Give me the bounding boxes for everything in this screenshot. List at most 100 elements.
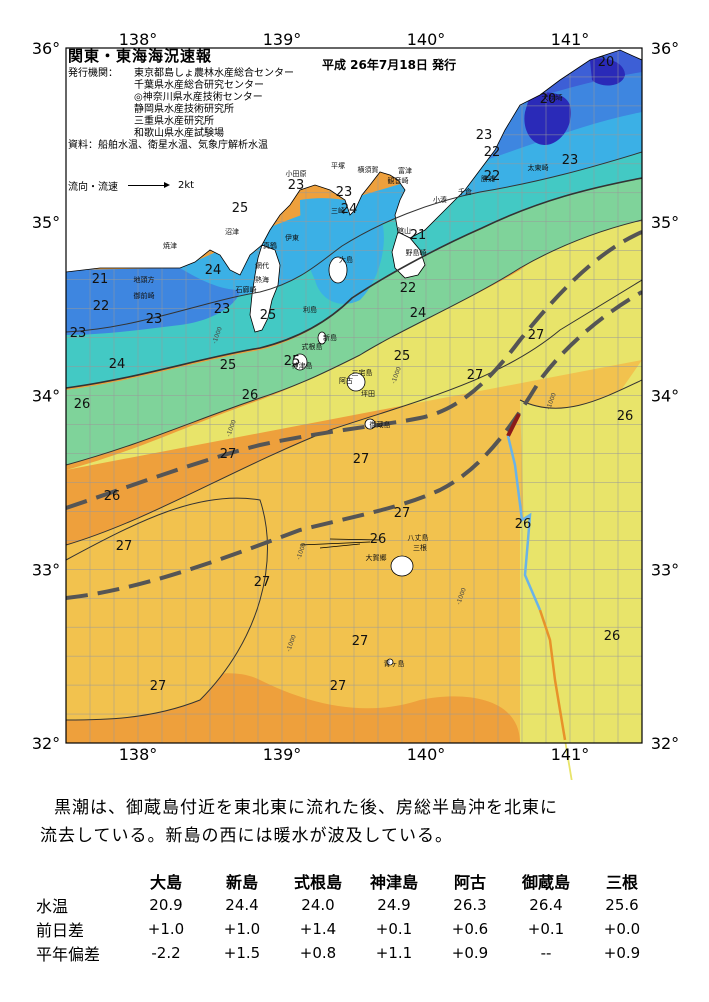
source-label: 資料： — [68, 140, 98, 151]
land — [66, 48, 642, 666]
isotherm-value-label: 26 — [515, 517, 532, 532]
station-header: 三根 — [605, 873, 638, 892]
observation-table: 大島 新島 式根島 神津島 阿古 御蔵島 三根 水温 20.9 24.4 24.… — [36, 869, 660, 965]
table-cell: +1.0 — [147, 920, 185, 938]
place-name-label: 富津 — [398, 166, 412, 175]
issuer-label: 発行機関： — [68, 68, 118, 79]
isotherm-value-label: 27 — [467, 368, 484, 383]
table-cell: +1.1 — [375, 944, 413, 962]
isotherm-value-label: 26 — [104, 489, 121, 504]
issuer-item: ◎神奈川県水産技術センター — [134, 92, 263, 103]
row-label: 水温 — [36, 897, 69, 916]
place-name-label: 三根 — [413, 543, 427, 552]
flow-scale: 2kt — [178, 180, 195, 191]
place-name-label: 三宅島 — [352, 368, 373, 377]
west-coast-cool — [66, 268, 240, 335]
lat-tick-label-right: 34° — [651, 387, 679, 406]
station-header: 大島 — [149, 873, 182, 892]
lat-tick-label-left: 36° — [32, 39, 60, 58]
lon-tick-label-bottom: 138° — [119, 745, 158, 764]
place-name-label: 新島 — [323, 333, 337, 342]
table-cell: +0.1 — [375, 920, 413, 938]
table-cell: -2.2 — [151, 944, 181, 962]
table-cell: 24.9 — [377, 896, 411, 914]
place-name-label: 焼津 — [163, 241, 177, 250]
place-name-label: 犬吠埼 — [542, 93, 563, 102]
lat-tick-label-left: 35° — [32, 213, 60, 232]
track-segment-south — [538, 609, 567, 741]
sea-temperature-map: 138° 138° 139° 139° 140° 140° 141° 141° 36° 36° 35… — [32, 30, 679, 780]
issuer-item: 三重県水産研究所 — [134, 116, 214, 127]
isotherm-value-label: 23 — [476, 128, 493, 143]
isotherm-25 — [66, 177, 642, 389]
place-name-label: 網代 — [255, 261, 269, 270]
isotherm-value-label: 27 — [330, 679, 347, 694]
isotherm-value-label: 22 — [484, 145, 501, 160]
issuer-item: 千葉県水産総合研究センター — [134, 80, 264, 91]
place-name-label: 観音崎 — [388, 176, 409, 185]
place-name-label: 館山 — [397, 226, 411, 235]
place-name-label: 勝浦 — [481, 174, 495, 183]
place-name-label: 横須賀 — [358, 165, 379, 174]
place-name-label: 阿古 — [339, 376, 353, 385]
isotherm-value-label: 25 — [284, 354, 301, 369]
honshu-coast — [66, 48, 642, 276]
flow-legend: 流向・流速 2kt — [68, 178, 194, 193]
issuer-item: 東京都島しょ農林水産総合センター — [134, 68, 294, 79]
legend: 関東・東海海況速報 発行機関： 東京都島しょ農林水産総合センター 千葉県水産総合… — [68, 49, 318, 152]
station-header: 阿古 — [453, 873, 486, 892]
table-cell: 20.9 — [149, 896, 183, 914]
track-segment-mid — [506, 435, 542, 611]
place-name-label: 利島 — [303, 305, 317, 314]
summary-line-2: 流去している。新島の西には暖水が波及している。 — [40, 826, 453, 846]
table-cell: +0.1 — [527, 920, 565, 938]
isotherm-value-label: 24 — [205, 263, 222, 278]
track-segment-north — [506, 413, 521, 437]
zone-20 — [524, 58, 625, 145]
table-cell: 24.4 — [225, 896, 259, 914]
axis-labels: 138° 138° 139° 139° 140° 140° 141° 141° 36° 36° 35… — [32, 30, 679, 764]
issuer-item: 和歌山県水産試験場 — [134, 128, 224, 139]
table-row: 平年偏差 -2.2 +1.5 +0.8 +1.1 +0.9 -- +0.9 — [36, 941, 660, 965]
place-name-label: 青ヶ島 — [384, 659, 405, 668]
isotherm-value-label: 26 — [604, 629, 621, 644]
table-cell: +1.0 — [223, 920, 261, 938]
isotherm-value-label: 23 — [562, 153, 579, 168]
lon-tick-label-top: 140° — [407, 30, 446, 49]
kuroshio-south-edge — [66, 290, 642, 600]
table-cell: +1.4 — [299, 920, 337, 938]
table-cell: +0.9 — [603, 944, 641, 962]
place-name-label: 伊東 — [285, 233, 299, 242]
oshima-island — [328, 256, 348, 284]
place-name-label: 平塚 — [331, 161, 345, 170]
isotherm-value-label: 24 — [109, 357, 126, 372]
isotherm-lines — [66, 151, 642, 721]
table-cell: +0.6 — [451, 920, 489, 938]
table-cell: +0.0 — [603, 920, 641, 938]
isotherm-value-label: 23 — [288, 178, 305, 193]
isotherm-value-label: 25 — [220, 358, 237, 373]
station-header: 神津島 — [369, 873, 418, 892]
isotherm-value-label: 23 — [146, 312, 163, 327]
place-name-label: 真鶴 — [263, 241, 277, 250]
table-cell: +0.9 — [451, 944, 489, 962]
isotherm-value-label: 25 — [394, 349, 411, 364]
isotherm-value-label: 21 — [410, 228, 427, 243]
isotherm-value-label: 25 — [260, 308, 277, 323]
lon-tick-label-top: 139° — [263, 30, 302, 49]
lon-tick-label-bottom: 140° — [407, 745, 446, 764]
place-name-label: 大賀郷 — [366, 553, 387, 562]
isotherm-value-label: 25 — [232, 201, 249, 216]
isotherm-value-label: 23 — [70, 326, 87, 341]
place-name-label: 地頭方 — [134, 275, 155, 284]
isotherm-value-label: 23 — [214, 302, 231, 317]
flow-arrow-icon — [128, 182, 170, 188]
hachijojima-island — [390, 555, 414, 577]
isotherm-27 — [66, 279, 642, 546]
station-header: 新島 — [225, 873, 258, 892]
kuroshio-north-edge — [66, 230, 642, 510]
izu-peninsula — [249, 244, 281, 333]
isotherm-value-label: 22 — [484, 169, 501, 184]
table-row: 前日差 +1.0 +1.0 +1.4 +0.1 +0.6 +0.1 +0.0 — [36, 917, 660, 941]
isotherm-24 — [66, 151, 642, 333]
